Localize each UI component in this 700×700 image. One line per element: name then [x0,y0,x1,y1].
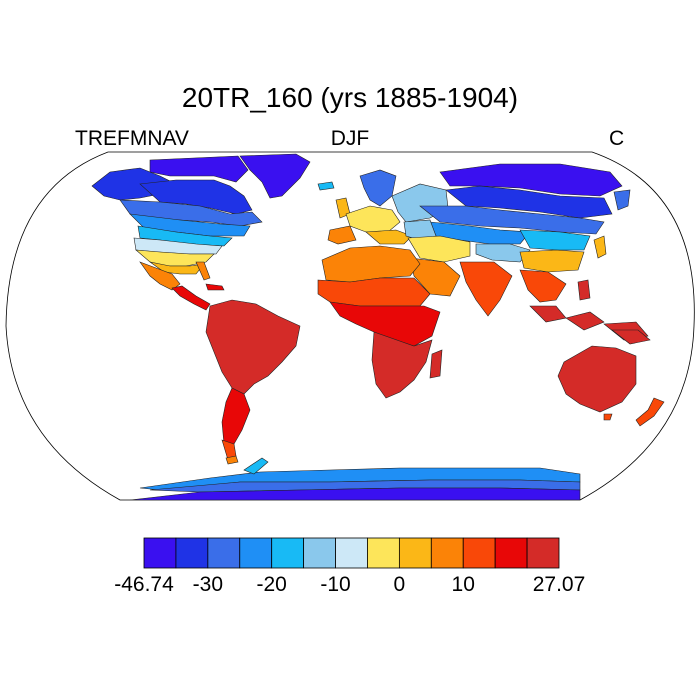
season-label: DJF [330,127,370,150]
colorbar-swatch-8 [398,537,432,569]
mongolia-china-north [519,229,591,251]
caribbean [205,283,225,291]
colorbar-swatch-11 [494,537,528,569]
colorbar-swatch-4 [271,537,305,569]
iceland [317,181,335,191]
arctic-islands [149,155,249,183]
japan [593,235,607,259]
siberia-mid [445,185,613,219]
philippines [577,279,591,301]
new-zealand [635,397,665,427]
greenland [239,153,311,199]
colorbar-tick-label: -20 [256,573,287,596]
middle-east [407,235,471,263]
central-america [171,285,211,311]
us-north [137,225,233,247]
colorbar-tick-label: -10 [320,573,351,596]
units-label: C [609,127,625,150]
colorbar-tick-label: 27.07 [532,573,586,596]
colorbar [143,537,560,569]
colorbar-tick-label: 10 [451,573,475,596]
iberia [327,225,357,245]
sahara [317,277,431,307]
variable-label: TREFMNAV [75,127,189,150]
kamchatka [613,189,631,211]
colorbar-swatch-2 [207,537,241,569]
australia [557,345,637,413]
tibet [475,243,531,263]
colorbar-swatch-6 [335,537,368,569]
florida [195,261,211,281]
madagascar [429,349,443,379]
central-asia-north [419,205,605,235]
new-guinea [611,329,651,345]
africa-south [371,331,433,399]
colorbar-swatch-10 [462,537,496,569]
colorbar-swatch-0 [143,537,177,569]
colorbar-tick-label: -30 [192,573,224,596]
siberia-north [439,163,623,197]
colorbar-swatch-12 [526,537,560,569]
italy-balkans [365,229,413,245]
europe-west [345,205,401,233]
southeast-asia [519,269,567,303]
scandinavia [359,169,397,207]
africa-central [329,301,441,347]
colorbar-swatch-3 [239,537,273,569]
map-title: 20TR_160 (yrs 1885-1904) [181,82,519,113]
antarctica-interior [129,487,581,500]
antarctic-peninsula [243,457,269,475]
colorbar-tick-label: -46.74 [114,573,174,596]
canada-north [139,179,253,215]
tasmania [603,413,613,421]
india [459,261,513,317]
colorbar-swatch-9 [430,537,464,569]
arabia [409,257,461,297]
colorbar-swatch-5 [303,537,336,569]
china-south [519,249,585,273]
colorbar-swatch-1 [175,537,209,569]
colorbar-tick-label: 0 [393,573,406,596]
south-america [205,299,301,395]
tierra-del-fuego [225,455,239,465]
colorbar-swatch-7 [367,537,400,569]
